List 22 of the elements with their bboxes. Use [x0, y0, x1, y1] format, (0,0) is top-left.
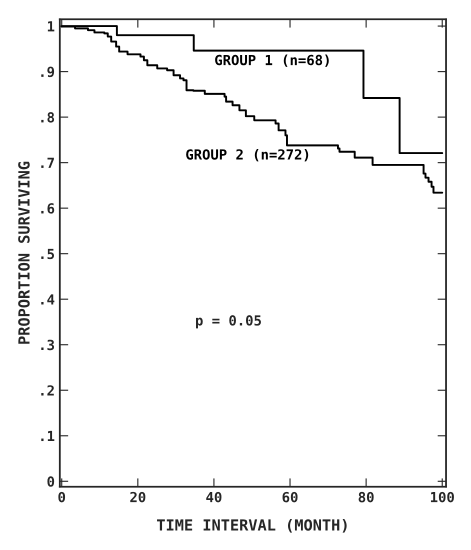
- y-tick-label: .4: [41, 294, 54, 304]
- series-label: GROUP 2 (n=272): [186, 148, 308, 162]
- x-axis-title: TIME INTERVAL (MONTH): [157, 518, 347, 533]
- y-tick-label: 1: [48, 21, 54, 32]
- y-tick-label: .3: [41, 340, 54, 350]
- y-tick-label: .6: [41, 203, 54, 214]
- y-tick-label: .8: [41, 112, 54, 123]
- x-tick-label: 80: [358, 492, 374, 502]
- y-axis-title: PROPORTION SURVIVING: [18, 162, 30, 344]
- y-tick-label: .2: [41, 385, 54, 396]
- y-tick-label: .7: [41, 158, 54, 168]
- annotation: p = 0.05: [196, 315, 261, 328]
- x-tick-label: 20: [130, 492, 146, 502]
- x-tick-label: 40: [206, 492, 222, 502]
- x-tick-label: 0: [58, 492, 66, 502]
- series-label: GROUP 1 (n=68): [215, 54, 329, 67]
- x-tick-label: 60: [282, 492, 298, 502]
- y-tick-label: 0: [47, 476, 54, 487]
- y-tick-label: .9: [41, 66, 54, 78]
- x-tick-label: 100: [430, 492, 454, 502]
- y-tick-label: .1: [41, 430, 54, 442]
- y-tick-label: .5: [41, 248, 54, 260]
